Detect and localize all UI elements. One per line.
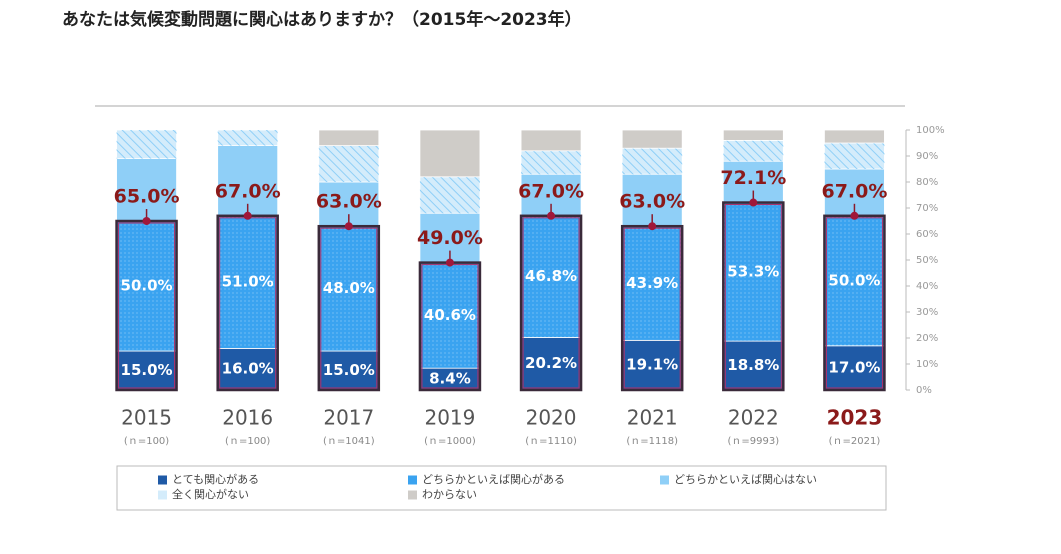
bar-segment [217,347,279,391]
bar-segment [318,129,380,147]
x-tick-label: 2023 [827,406,883,430]
x-tick-label: 2021 [627,406,678,430]
segment-label: 8.4% [429,370,471,388]
segment-pattern [622,148,683,175]
segment-label: 46.8% [525,267,577,285]
x-tick-label: 2019 [424,406,475,430]
segment-pattern [116,221,177,351]
sample-size: (ｎ=1118) [626,436,678,447]
segment-label: 19.1% [626,356,678,374]
segment-label: 40.6% [424,306,476,324]
legend-label: どちらかといえば関心はない [674,473,817,486]
segment-pattern [723,140,784,162]
legend-label: 全く関心がない [172,487,249,501]
total-marker [547,211,556,220]
segment-pattern [318,226,379,351]
y-tick-label: 0% [916,385,932,396]
segment-label: 20.2% [525,354,577,372]
x-tick-label: 2022 [728,406,779,430]
legend-swatch [158,490,167,500]
sample-size: (ｎ=1110) [525,436,577,447]
bar-segment [824,345,885,391]
sample-size: (ｎ=2021) [829,436,881,447]
segment-label: 51.0% [222,273,274,291]
y-tick-label: 100% [916,125,945,136]
y-tick-label: 30% [916,307,938,318]
x-tick-label: 2020 [526,406,577,430]
legend-box [116,465,887,511]
sample-size: (ｎ=1041) [323,436,375,447]
x-tick-label: 2017 [323,406,374,430]
total-marker [243,211,252,220]
segment-label: 50.0% [121,277,173,295]
y-tick-label: 60% [916,229,938,240]
segment-label: 53.3% [727,262,779,280]
bar-segment [621,129,683,149]
segment-pattern [521,150,582,175]
total-marker [445,258,454,267]
total-marker [648,222,657,231]
bar-segment [419,129,481,178]
sample-size: (ｎ=100) [124,436,169,447]
segment-pattern [419,262,480,369]
segment-label: 15.0% [323,361,375,379]
bar-segment [824,129,885,144]
total-label: 65.0% [114,186,180,208]
segment-pattern [116,130,177,159]
x-tick-label: 2016 [222,406,273,430]
legend-swatch [158,475,167,485]
legend-swatch [408,475,417,485]
legend-label: どちらかといえば関心がある [422,472,565,486]
bar-segment [520,129,582,152]
x-tick-label: 2015 [121,406,172,430]
y-tick-label: 40% [916,281,938,292]
total-marker [142,217,151,225]
segment-label: 17.0% [828,358,880,376]
segment-label: 18.8% [727,356,779,374]
sample-size: (ｎ=1000) [424,436,476,447]
segment-pattern [622,226,683,341]
y-tick-label: 10% [916,359,938,370]
legend-swatch [660,475,669,485]
total-label: 67.0% [215,180,281,202]
segment-label: 15.0% [121,361,173,379]
legend-label: わからない [422,488,477,501]
segment-pattern [723,202,784,342]
segment-pattern [419,176,480,214]
segment-label: 50.0% [828,271,880,289]
segment-label: 43.9% [626,274,678,292]
legend-swatch [408,490,417,500]
segment-label: 48.0% [323,279,375,297]
total-label: 67.0% [821,180,887,202]
segment-pattern [824,143,885,169]
y-tick-label: 70% [916,203,938,214]
y-tick-label: 50% [916,255,938,266]
y-tick-label: 80% [916,177,938,188]
total-marker [344,222,353,231]
y-tick-label: 90% [916,151,938,162]
total-marker [850,211,859,220]
total-label: 63.0% [619,191,685,213]
segment-pattern [217,130,278,146]
total-label: 67.0% [518,180,584,202]
segment-pattern [521,215,582,338]
sample-size: (ｎ=100) [225,436,270,447]
bar-segment [722,129,784,141]
total-marker [749,198,758,207]
total-label: 63.0% [316,191,382,213]
segment-label: 16.0% [222,360,274,378]
chart-title: あなたは気候変動問題に関心はありますか？（2015年～2023年） [62,9,582,30]
total-label: 72.1% [720,167,786,189]
legend-label: とても関心がある [172,472,259,486]
y-tick-label: 20% [916,333,938,344]
segment-pattern [217,215,278,349]
sample-size: (ｎ=9993) [727,436,779,447]
segment-pattern [824,215,885,346]
total-label: 49.0% [417,227,483,249]
segment-pattern [318,145,379,182]
